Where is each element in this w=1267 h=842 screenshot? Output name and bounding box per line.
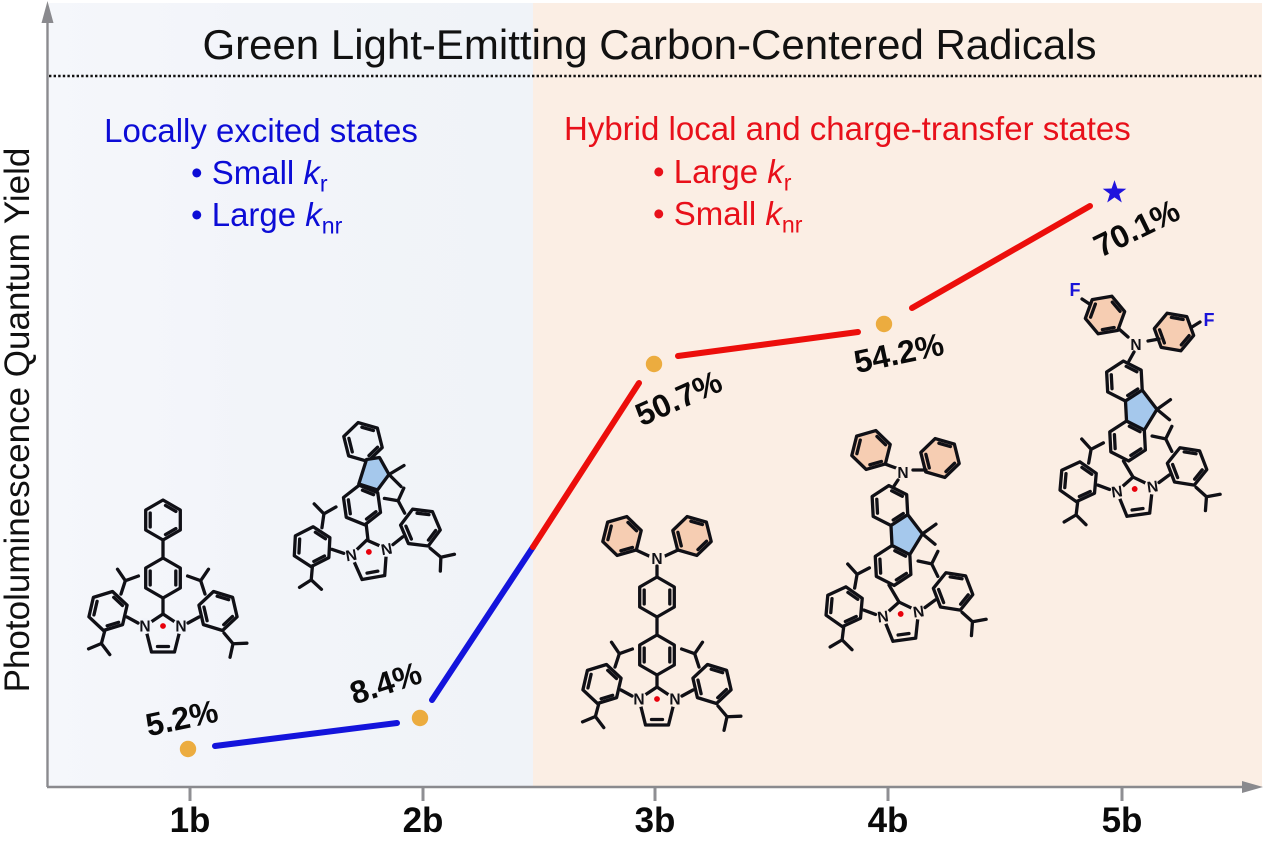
svg-text:F: F xyxy=(1070,280,1081,300)
svg-text:5.2%: 5.2% xyxy=(142,693,221,743)
svg-text:8.4%: 8.4% xyxy=(345,655,425,712)
svg-text:N: N xyxy=(897,465,908,482)
svg-text:F: F xyxy=(1204,310,1215,330)
svg-text:54.2%: 54.2% xyxy=(851,326,947,380)
svg-text:N: N xyxy=(651,551,662,568)
svg-text:Photoluminescence Quantum Yiel: Photoluminescence Quantum Yield xyxy=(0,148,37,693)
svg-text:70.1%: 70.1% xyxy=(1088,192,1185,264)
svg-text:N: N xyxy=(1130,337,1141,354)
svg-text:50.7%: 50.7% xyxy=(630,363,728,433)
